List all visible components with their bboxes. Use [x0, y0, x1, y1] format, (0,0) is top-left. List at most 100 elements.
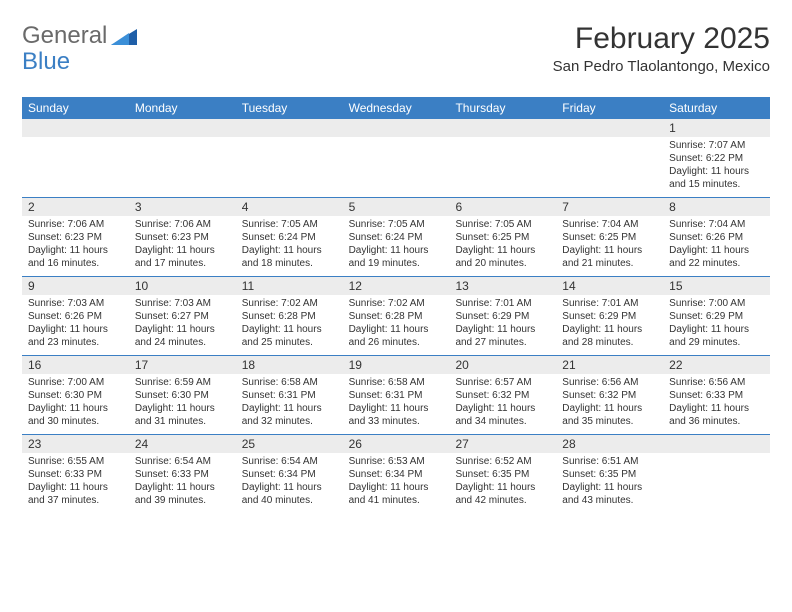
weekday-wednesday: Wednesday	[343, 97, 450, 119]
location-label: San Pedro Tlaolantongo, Mexico	[553, 58, 770, 75]
sunrise-text: Sunrise: 6:52 AM	[455, 455, 550, 468]
day-cell: Sunrise: 7:06 AMSunset: 6:23 PMDaylight:…	[129, 216, 236, 276]
day-number: 18	[236, 356, 343, 374]
sunset-text: Sunset: 6:35 PM	[455, 468, 550, 481]
day-number: 8	[663, 198, 770, 216]
weekday-saturday: Saturday	[663, 97, 770, 119]
day-cell: Sunrise: 7:03 AMSunset: 6:27 PMDaylight:…	[129, 295, 236, 355]
calendar-page: General February 2025 San Pedro Tlaolant…	[0, 0, 792, 535]
sunrise-text: Sunrise: 7:04 AM	[562, 218, 657, 231]
day-cell	[236, 137, 343, 197]
day-cell: Sunrise: 7:05 AMSunset: 6:25 PMDaylight:…	[449, 216, 556, 276]
day-number: 2	[22, 198, 129, 216]
daynum-band: 232425262728	[22, 435, 770, 453]
daylight-text: Daylight: 11 hours and 34 minutes.	[455, 402, 550, 428]
logo-text-blue: Blue	[22, 48, 70, 75]
day-number: 1	[663, 119, 770, 137]
daylight-text: Daylight: 11 hours and 32 minutes.	[242, 402, 337, 428]
sunset-text: Sunset: 6:28 PM	[242, 310, 337, 323]
daylight-text: Daylight: 11 hours and 26 minutes.	[349, 323, 444, 349]
sunrise-text: Sunrise: 6:53 AM	[349, 455, 444, 468]
day-cell	[449, 137, 556, 197]
day-number: 21	[556, 356, 663, 374]
day-cell: Sunrise: 7:05 AMSunset: 6:24 PMDaylight:…	[343, 216, 450, 276]
sunrise-text: Sunrise: 7:05 AM	[242, 218, 337, 231]
sunrise-text: Sunrise: 7:05 AM	[455, 218, 550, 231]
day-cell	[22, 137, 129, 197]
daylight-text: Daylight: 11 hours and 17 minutes.	[135, 244, 230, 270]
day-cell: Sunrise: 7:01 AMSunset: 6:29 PMDaylight:…	[556, 295, 663, 355]
sunrise-text: Sunrise: 6:59 AM	[135, 376, 230, 389]
daylight-text: Daylight: 11 hours and 35 minutes.	[562, 402, 657, 428]
daynum-band: 1	[22, 119, 770, 137]
daylight-text: Daylight: 11 hours and 33 minutes.	[349, 402, 444, 428]
daylight-text: Daylight: 11 hours and 25 minutes.	[242, 323, 337, 349]
week-row: 232425262728Sunrise: 6:55 AMSunset: 6:33…	[22, 434, 770, 513]
sunset-text: Sunset: 6:34 PM	[349, 468, 444, 481]
sunset-text: Sunset: 6:25 PM	[455, 231, 550, 244]
day-number: 17	[129, 356, 236, 374]
day-cell: Sunrise: 6:54 AMSunset: 6:34 PMDaylight:…	[236, 453, 343, 513]
sunrise-text: Sunrise: 6:58 AM	[349, 376, 444, 389]
sunrise-text: Sunrise: 7:03 AM	[28, 297, 123, 310]
day-number: 4	[236, 198, 343, 216]
cells-band: Sunrise: 7:00 AMSunset: 6:30 PMDaylight:…	[22, 374, 770, 434]
cells-band: Sunrise: 7:06 AMSunset: 6:23 PMDaylight:…	[22, 216, 770, 276]
day-cell: Sunrise: 6:56 AMSunset: 6:33 PMDaylight:…	[663, 374, 770, 434]
sunrise-text: Sunrise: 7:00 AM	[28, 376, 123, 389]
daylight-text: Daylight: 11 hours and 23 minutes.	[28, 323, 123, 349]
week-row: 1Sunrise: 7:07 AMSunset: 6:22 PMDaylight…	[22, 119, 770, 197]
cells-band: Sunrise: 7:03 AMSunset: 6:26 PMDaylight:…	[22, 295, 770, 355]
logo-triangle-icon	[111, 27, 137, 50]
brand-logo: General	[22, 22, 139, 50]
daynum-band: 2345678	[22, 198, 770, 216]
sunrise-text: Sunrise: 7:01 AM	[455, 297, 550, 310]
daylight-text: Daylight: 11 hours and 27 minutes.	[455, 323, 550, 349]
day-cell: Sunrise: 7:00 AMSunset: 6:30 PMDaylight:…	[22, 374, 129, 434]
day-cell: Sunrise: 6:53 AMSunset: 6:34 PMDaylight:…	[343, 453, 450, 513]
sunrise-text: Sunrise: 6:51 AM	[562, 455, 657, 468]
day-cell: Sunrise: 6:58 AMSunset: 6:31 PMDaylight:…	[236, 374, 343, 434]
day-cell: Sunrise: 7:00 AMSunset: 6:29 PMDaylight:…	[663, 295, 770, 355]
sunrise-text: Sunrise: 6:58 AM	[242, 376, 337, 389]
daylight-text: Daylight: 11 hours and 31 minutes.	[135, 402, 230, 428]
daynum-band: 16171819202122	[22, 356, 770, 374]
month-title: February 2025	[553, 22, 770, 56]
sunset-text: Sunset: 6:29 PM	[455, 310, 550, 323]
logo-text-blue-wrap: Blue	[22, 48, 70, 76]
day-number: 6	[449, 198, 556, 216]
day-cell	[663, 453, 770, 513]
daylight-text: Daylight: 11 hours and 36 minutes.	[669, 402, 764, 428]
day-number	[449, 119, 556, 137]
sunset-text: Sunset: 6:31 PM	[242, 389, 337, 402]
sunset-text: Sunset: 6:27 PM	[135, 310, 230, 323]
sunrise-text: Sunrise: 7:02 AM	[349, 297, 444, 310]
day-cell: Sunrise: 7:01 AMSunset: 6:29 PMDaylight:…	[449, 295, 556, 355]
day-number: 27	[449, 435, 556, 453]
sunrise-text: Sunrise: 7:00 AM	[669, 297, 764, 310]
daylight-text: Daylight: 11 hours and 18 minutes.	[242, 244, 337, 270]
daylight-text: Daylight: 11 hours and 43 minutes.	[562, 481, 657, 507]
sunset-text: Sunset: 6:35 PM	[562, 468, 657, 481]
sunrise-text: Sunrise: 7:02 AM	[242, 297, 337, 310]
day-number: 22	[663, 356, 770, 374]
sunset-text: Sunset: 6:26 PM	[28, 310, 123, 323]
day-number: 5	[343, 198, 450, 216]
week-row: 9101112131415Sunrise: 7:03 AMSunset: 6:2…	[22, 276, 770, 355]
daylight-text: Daylight: 11 hours and 37 minutes.	[28, 481, 123, 507]
day-cell	[129, 137, 236, 197]
day-number: 14	[556, 277, 663, 295]
daylight-text: Daylight: 11 hours and 16 minutes.	[28, 244, 123, 270]
day-cell: Sunrise: 6:55 AMSunset: 6:33 PMDaylight:…	[22, 453, 129, 513]
day-cell: Sunrise: 6:59 AMSunset: 6:30 PMDaylight:…	[129, 374, 236, 434]
day-number: 28	[556, 435, 663, 453]
daylight-text: Daylight: 11 hours and 30 minutes.	[28, 402, 123, 428]
sunset-text: Sunset: 6:26 PM	[669, 231, 764, 244]
day-number	[343, 119, 450, 137]
cells-band: Sunrise: 7:07 AMSunset: 6:22 PMDaylight:…	[22, 137, 770, 197]
day-number: 7	[556, 198, 663, 216]
sunrise-text: Sunrise: 7:01 AM	[562, 297, 657, 310]
calendar-grid: Sunday Monday Tuesday Wednesday Thursday…	[22, 97, 770, 513]
weekday-sunday: Sunday	[22, 97, 129, 119]
day-cell: Sunrise: 7:02 AMSunset: 6:28 PMDaylight:…	[343, 295, 450, 355]
